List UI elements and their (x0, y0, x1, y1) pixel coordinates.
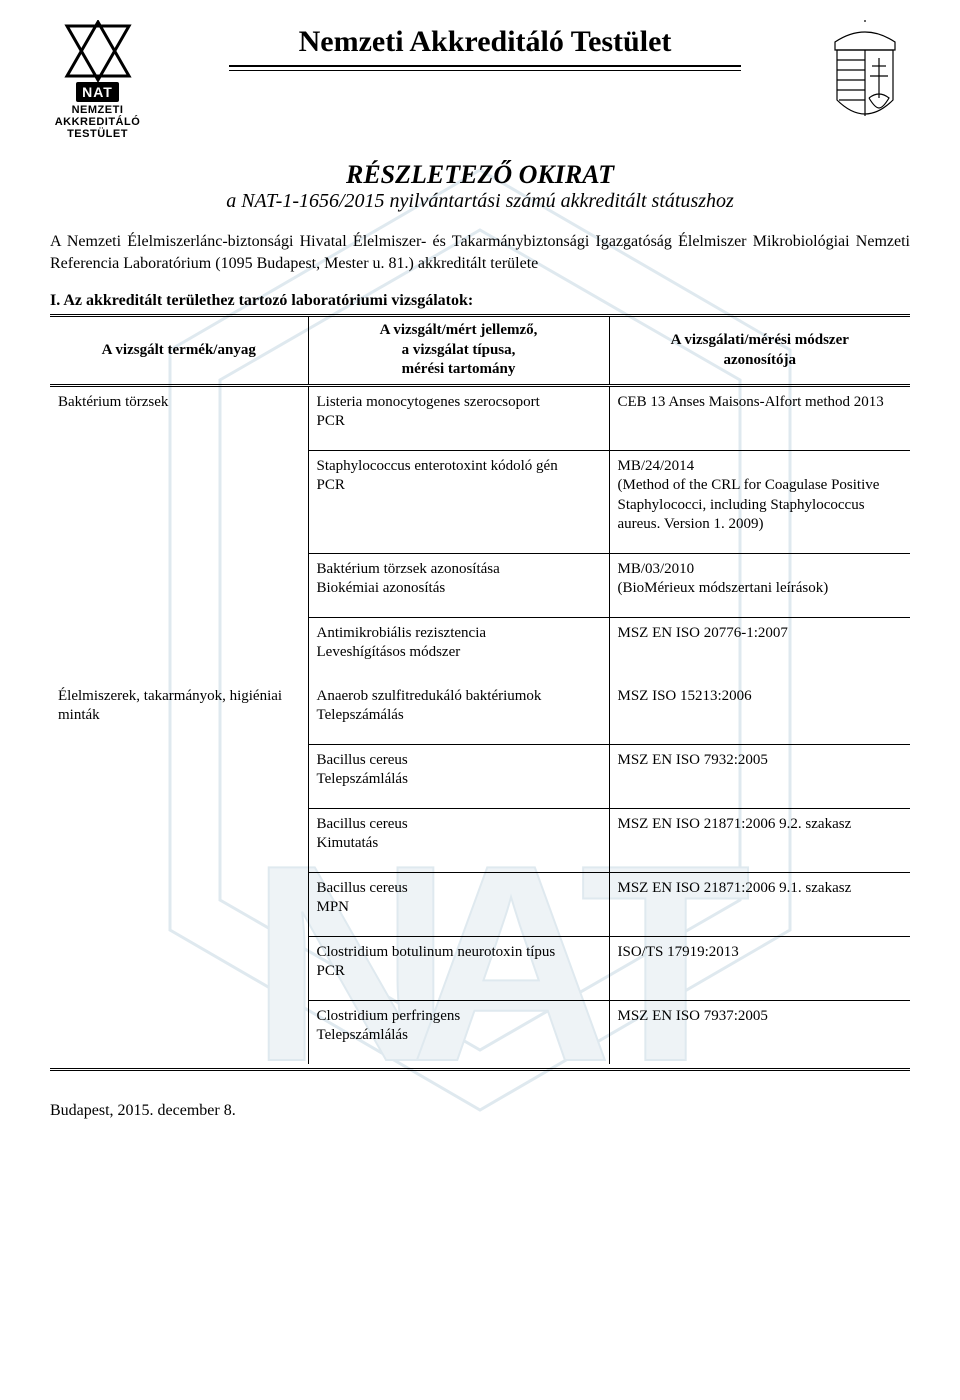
nat-box-label: NAT (76, 82, 119, 102)
cell-param: Bacillus cereusKimutatás (308, 808, 609, 872)
cell-param: Staphylococcus enterotoxint kódoló génPC… (308, 450, 609, 553)
cell-material: Baktérium törzsek (50, 385, 308, 450)
cell-method: MSZ ISO 15213:2006 (609, 681, 910, 745)
logo-left-nat: NAT NEMZETIAKKREDITÁLÓTESTÜLET (50, 20, 145, 140)
table-row: Baktérium törzsek azonosításaBiokémiai a… (50, 553, 910, 617)
logo-right-coat-of-arms (825, 20, 910, 135)
section-heading: I. Az akkreditált területhez tartozó lab… (50, 292, 910, 310)
table-row: Baktérium törzsekListeria monocytogenes … (50, 385, 910, 450)
cell-method: MSZ EN ISO 7932:2005 (609, 744, 910, 808)
col-header-material: A vizsgált termék/anyag (50, 316, 308, 386)
org-title: Nemzeti Akkreditáló Testület (165, 25, 805, 59)
cell-material (50, 1000, 308, 1064)
cell-param: Anaerob szulfitredukáló baktériumokTelep… (308, 681, 609, 745)
cell-method: MSZ EN ISO 20776-1:2007 (609, 617, 910, 681)
logo-left-text: NEMZETIAKKREDITÁLÓTESTÜLET (50, 104, 145, 140)
cell-method: MB/24/2014(Method of the CRL for Coagula… (609, 450, 910, 553)
table-row: Bacillus cereusTelepszámlálásMSZ EN ISO … (50, 744, 910, 808)
cell-param: Baktérium törzsek azonosításaBiokémiai a… (308, 553, 609, 617)
cell-param: Bacillus cereusMPN (308, 872, 609, 936)
cell-method: ISO/TS 17919:2013 (609, 936, 910, 1000)
col-header-method: A vizsgálati/mérési módszerazonosítója (609, 316, 910, 386)
header-center: Nemzeti Akkreditáló Testület (165, 20, 805, 71)
cell-method: MSZ EN ISO 21871:2006 9.2. szakasz (609, 808, 910, 872)
cell-material (50, 744, 308, 808)
cell-param: Bacillus cereusTelepszámlálás (308, 744, 609, 808)
cell-method: MB/03/2010(BioMérieux módszertani leírás… (609, 553, 910, 617)
doc-title: RÉSZLETEZŐ OKIRAT (50, 160, 910, 190)
table-row: Élelmiszerek, takarmányok, higiéniai min… (50, 681, 910, 745)
table-row: Bacillus cereusKimutatásMSZ EN ISO 21871… (50, 808, 910, 872)
table-row: Clostridium perfringensTelepszámlálásMSZ… (50, 1000, 910, 1064)
cell-material: Élelmiszerek, takarmányok, higiéniai min… (50, 681, 308, 745)
footer-rule (50, 1068, 910, 1072)
accreditation-table: A vizsgált termék/anyag A vizsgált/mért … (50, 314, 910, 1064)
cell-material (50, 936, 308, 1000)
hexagram-icon (63, 20, 133, 82)
doc-subtitle: a NAT-1-1656/2015 nyilvántartási számú a… (50, 190, 910, 213)
coat-of-arms-icon (825, 20, 905, 130)
cell-method: MSZ EN ISO 21871:2006 9.1. szakasz (609, 872, 910, 936)
header-row: NAT NEMZETIAKKREDITÁLÓTESTÜLET Nemzeti A… (50, 20, 910, 140)
cell-param: Listeria monocytogenes szerocsoportPCR (308, 385, 609, 450)
col-header-param: A vizsgált/mért jellemző,a vizsgálat típ… (308, 316, 609, 386)
cell-material (50, 617, 308, 681)
doc-title-block: RÉSZLETEZŐ OKIRAT a NAT-1-1656/2015 nyil… (50, 160, 910, 213)
table-header-row: A vizsgált termék/anyag A vizsgált/mért … (50, 316, 910, 386)
cell-param: Antimikrobiális rezisztenciaLeveshígítás… (308, 617, 609, 681)
footer-date: Budapest, 2015. december 8. (50, 1102, 236, 1120)
table-row: Bacillus cereusMPNMSZ EN ISO 21871:2006 … (50, 872, 910, 936)
cell-param: Clostridium botulinum neurotoxin típusPC… (308, 936, 609, 1000)
cell-material (50, 808, 308, 872)
table-row: Clostridium botulinum neurotoxin típusPC… (50, 936, 910, 1000)
intro-paragraph: A Nemzeti Élelmiszerlánc-biztonsági Hiva… (50, 231, 910, 274)
cell-param: Clostridium perfringensTelepszámlálás (308, 1000, 609, 1064)
cell-material (50, 450, 308, 553)
table-row: Antimikrobiális rezisztenciaLeveshígítás… (50, 617, 910, 681)
header-rule (229, 65, 741, 71)
footer-row: Budapest, 2015. december 8. (50, 1102, 910, 1120)
cell-method: MSZ EN ISO 7937:2005 (609, 1000, 910, 1064)
table-row: Staphylococcus enterotoxint kódoló génPC… (50, 450, 910, 553)
cell-method: CEB 13 Anses Maisons-Alfort method 2013 (609, 385, 910, 450)
cell-material (50, 553, 308, 617)
cell-material (50, 872, 308, 936)
